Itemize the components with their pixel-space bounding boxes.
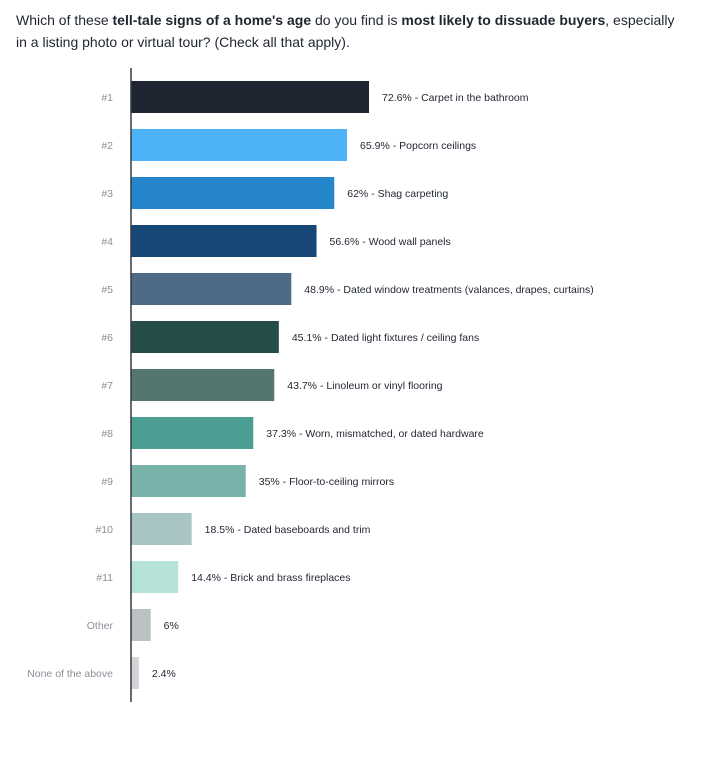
category-label-1: #1 (101, 92, 113, 104)
data-label-2: 65.9% - Popcorn ceilings (360, 140, 476, 152)
bar-4 (131, 225, 317, 257)
bar-7 (131, 369, 275, 401)
category-label-9: #9 (101, 476, 113, 488)
question-text-2: do you find is (311, 12, 402, 28)
data-label-1: 72.6% - Carpet in the bathroom (382, 92, 529, 104)
question-text-1: Which of these (16, 12, 113, 28)
data-label-12: 6% (164, 620, 179, 632)
survey-question: Which of these tell-tale signs of a home… (16, 9, 686, 53)
bar-5 (131, 273, 292, 305)
category-label-3: #3 (101, 188, 113, 200)
data-label-3: 62% - Shag carpeting (347, 188, 448, 200)
bar-6 (131, 321, 279, 353)
question-emphasis-1: tell-tale signs of a home's age (112, 12, 312, 28)
data-label-6: 45.1% - Dated light fixtures / ceiling f… (292, 332, 479, 344)
data-label-10: 18.5% - Dated baseboards and trim (205, 524, 371, 536)
bar-1 (131, 81, 369, 113)
bar-10 (131, 513, 192, 545)
bar-12 (131, 609, 151, 641)
data-label-9: 35% - Floor-to-ceiling mirrors (259, 476, 394, 488)
bar-2 (131, 129, 348, 161)
bar-11 (131, 561, 179, 593)
data-label-4: 56.6% - Wood wall panels (330, 236, 451, 248)
category-label-13: None of the above (27, 668, 113, 680)
category-label-5: #5 (101, 284, 113, 296)
category-label-11: #11 (96, 572, 113, 584)
data-label-11: 14.4% - Brick and brass fireplaces (191, 572, 350, 584)
question-emphasis-2: most likely to dissuade buyers (401, 12, 606, 28)
category-label-7: #7 (101, 380, 113, 392)
category-label-6: #6 (101, 332, 113, 344)
data-label-5: 48.9% - Dated window treatments (valance… (304, 284, 593, 296)
category-label-8: #8 (101, 428, 113, 440)
bar-9 (131, 465, 246, 497)
data-label-7: 43.7% - Linoleum or vinyl flooring (287, 380, 442, 392)
category-label-2: #2 (101, 140, 113, 152)
bar-13 (131, 657, 139, 689)
bar-3 (131, 177, 335, 209)
data-label-13: 2.4% (152, 668, 176, 680)
bar-8 (131, 417, 254, 449)
question-text-3: , especially in a listing photo or virtu… (16, 12, 675, 50)
category-label-4: #4 (101, 236, 113, 248)
category-label-12: Other (87, 620, 114, 632)
category-label-10: #10 (95, 524, 113, 536)
data-label-8: 37.3% - Worn, mismatched, or dated hardw… (266, 428, 484, 440)
